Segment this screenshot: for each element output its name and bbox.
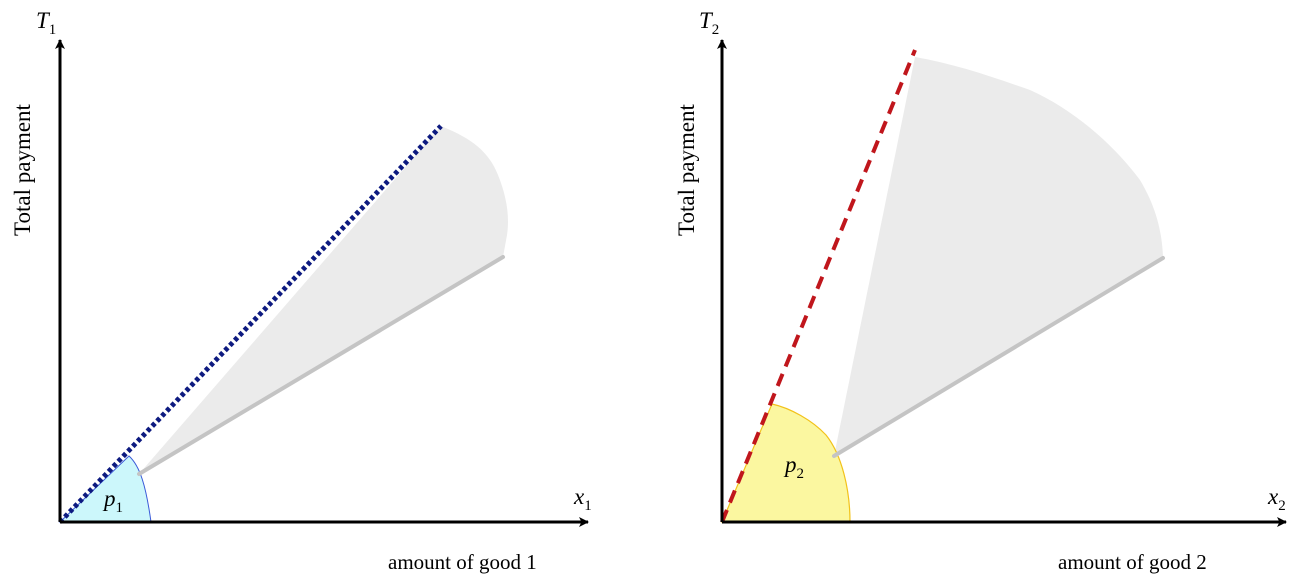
feasible-cone-1 [139, 126, 508, 474]
x-axis-title-2: amount of good 2 [1058, 550, 1207, 574]
lower-ray-2 [832, 256, 1165, 458]
panel-good-1: T1 Total payment x1 amount of good 1 p1 [10, 8, 592, 574]
panel-good-2: T2 Total payment x2 amount of good 2 p2 [674, 8, 1287, 574]
x-axis-symbol-2: x2 [1267, 484, 1286, 514]
feasible-cone-2 [834, 57, 1163, 456]
price-label-1: p1 [102, 486, 123, 516]
price-sector-1 [58, 455, 152, 523]
price-line-2 [720, 49, 917, 523]
y-axis-symbol-2: T2 [699, 8, 719, 38]
y-axis-title-2: Total payment [674, 103, 699, 235]
lower-ray-1 [137, 255, 505, 476]
price-line-1 [58, 124, 443, 524]
x-axis-symbol-1: x1 [573, 484, 592, 514]
price-sector-2 [721, 403, 851, 523]
y-axis-symbol-1: T1 [36, 8, 56, 38]
x-axis-title-1: amount of good 1 [388, 550, 537, 574]
price-label-2: p2 [783, 452, 804, 482]
y-axis-title-1: Total payment [10, 103, 35, 235]
